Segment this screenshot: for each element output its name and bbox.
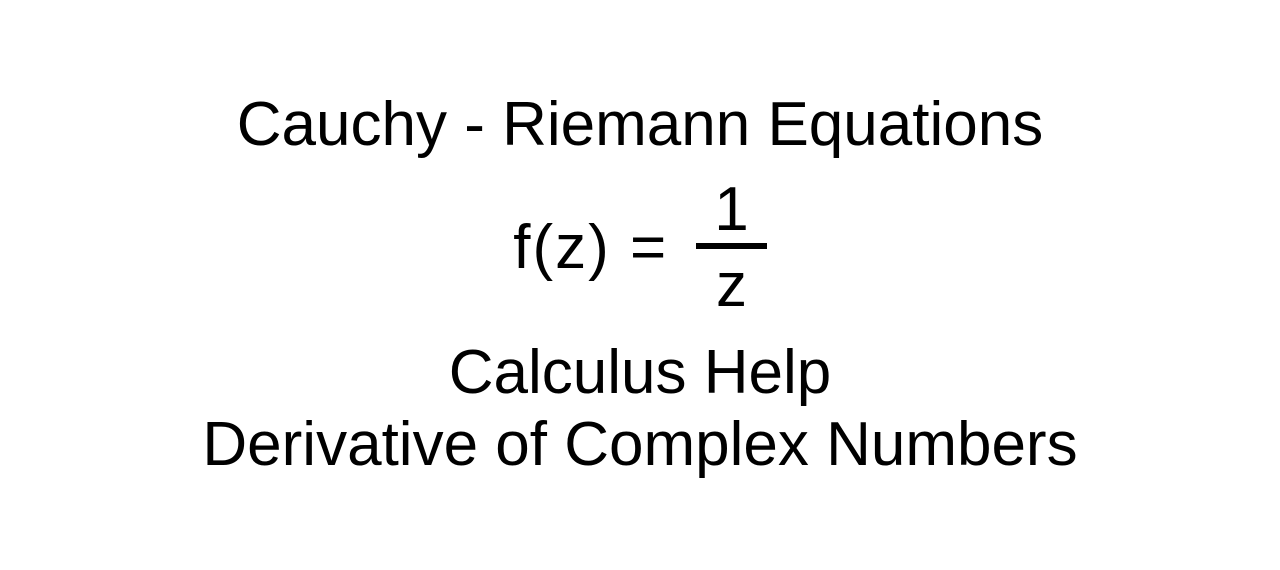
slide-container: Cauchy - Riemann Equations f(z) = 1 z Ca… (0, 0, 1280, 570)
equation-fraction: 1 z (696, 179, 766, 317)
title-text: Cauchy - Riemann Equations (237, 91, 1043, 159)
equation-lhs: f(z) = (513, 212, 668, 283)
fraction-numerator: 1 (696, 179, 766, 243)
subtitle-line-1: Calculus Help (449, 339, 832, 407)
fraction-denominator: z (698, 249, 765, 317)
subtitle-line-2: Derivative of Complex Numbers (202, 411, 1077, 479)
equation: f(z) = 1 z (513, 179, 766, 317)
